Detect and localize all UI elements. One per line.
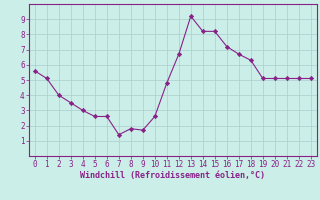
X-axis label: Windchill (Refroidissement éolien,°C): Windchill (Refroidissement éolien,°C) — [80, 171, 265, 180]
